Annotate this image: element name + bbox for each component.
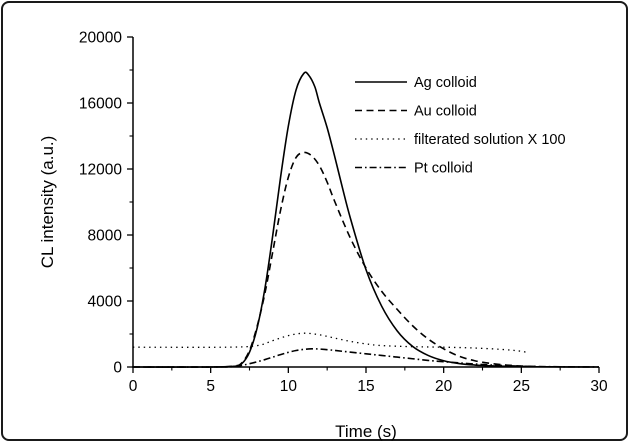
legend: Ag colloid Au colloid filterated solution … bbox=[355, 75, 566, 177]
axes bbox=[132, 37, 599, 368]
series-line-1 bbox=[132, 71, 600, 368]
series-lines bbox=[132, 71, 600, 368]
x-axis-title: Time (s) bbox=[335, 422, 397, 441]
y-tick-label: 20000 bbox=[79, 30, 122, 47]
x-tick-label: 10 bbox=[280, 378, 298, 395]
y-tick-label: 0 bbox=[113, 360, 122, 377]
y-tick-label: 16000 bbox=[79, 96, 122, 113]
x-tick-label: 20 bbox=[435, 378, 453, 395]
series-line-4 bbox=[132, 348, 600, 368]
x-tick-label: 25 bbox=[513, 378, 530, 395]
x-tick-label: 15 bbox=[357, 378, 374, 395]
x-tick-label: 5 bbox=[206, 378, 215, 395]
x-tick-label: 0 bbox=[129, 378, 138, 395]
y-axis-title: CL intensity (a.u.) bbox=[38, 136, 57, 269]
legend-label: Pt colloid bbox=[414, 161, 473, 177]
legend-label: Ag colloid bbox=[414, 75, 477, 91]
series-line-2 bbox=[132, 151, 537, 368]
x-ticks: 0 5 10 15 20 25 30 bbox=[129, 367, 608, 395]
y-tick-label: 4000 bbox=[88, 294, 123, 311]
legend-label: filterated solution X 100 bbox=[414, 132, 566, 148]
y-ticks: 0 4000 8000 12000 16000 20000 bbox=[79, 30, 133, 377]
x-tick-label: 30 bbox=[590, 378, 608, 395]
legend-label: Au colloid bbox=[414, 104, 477, 120]
y-tick-label: 8000 bbox=[88, 228, 123, 245]
y-tick-label: 12000 bbox=[79, 162, 122, 179]
